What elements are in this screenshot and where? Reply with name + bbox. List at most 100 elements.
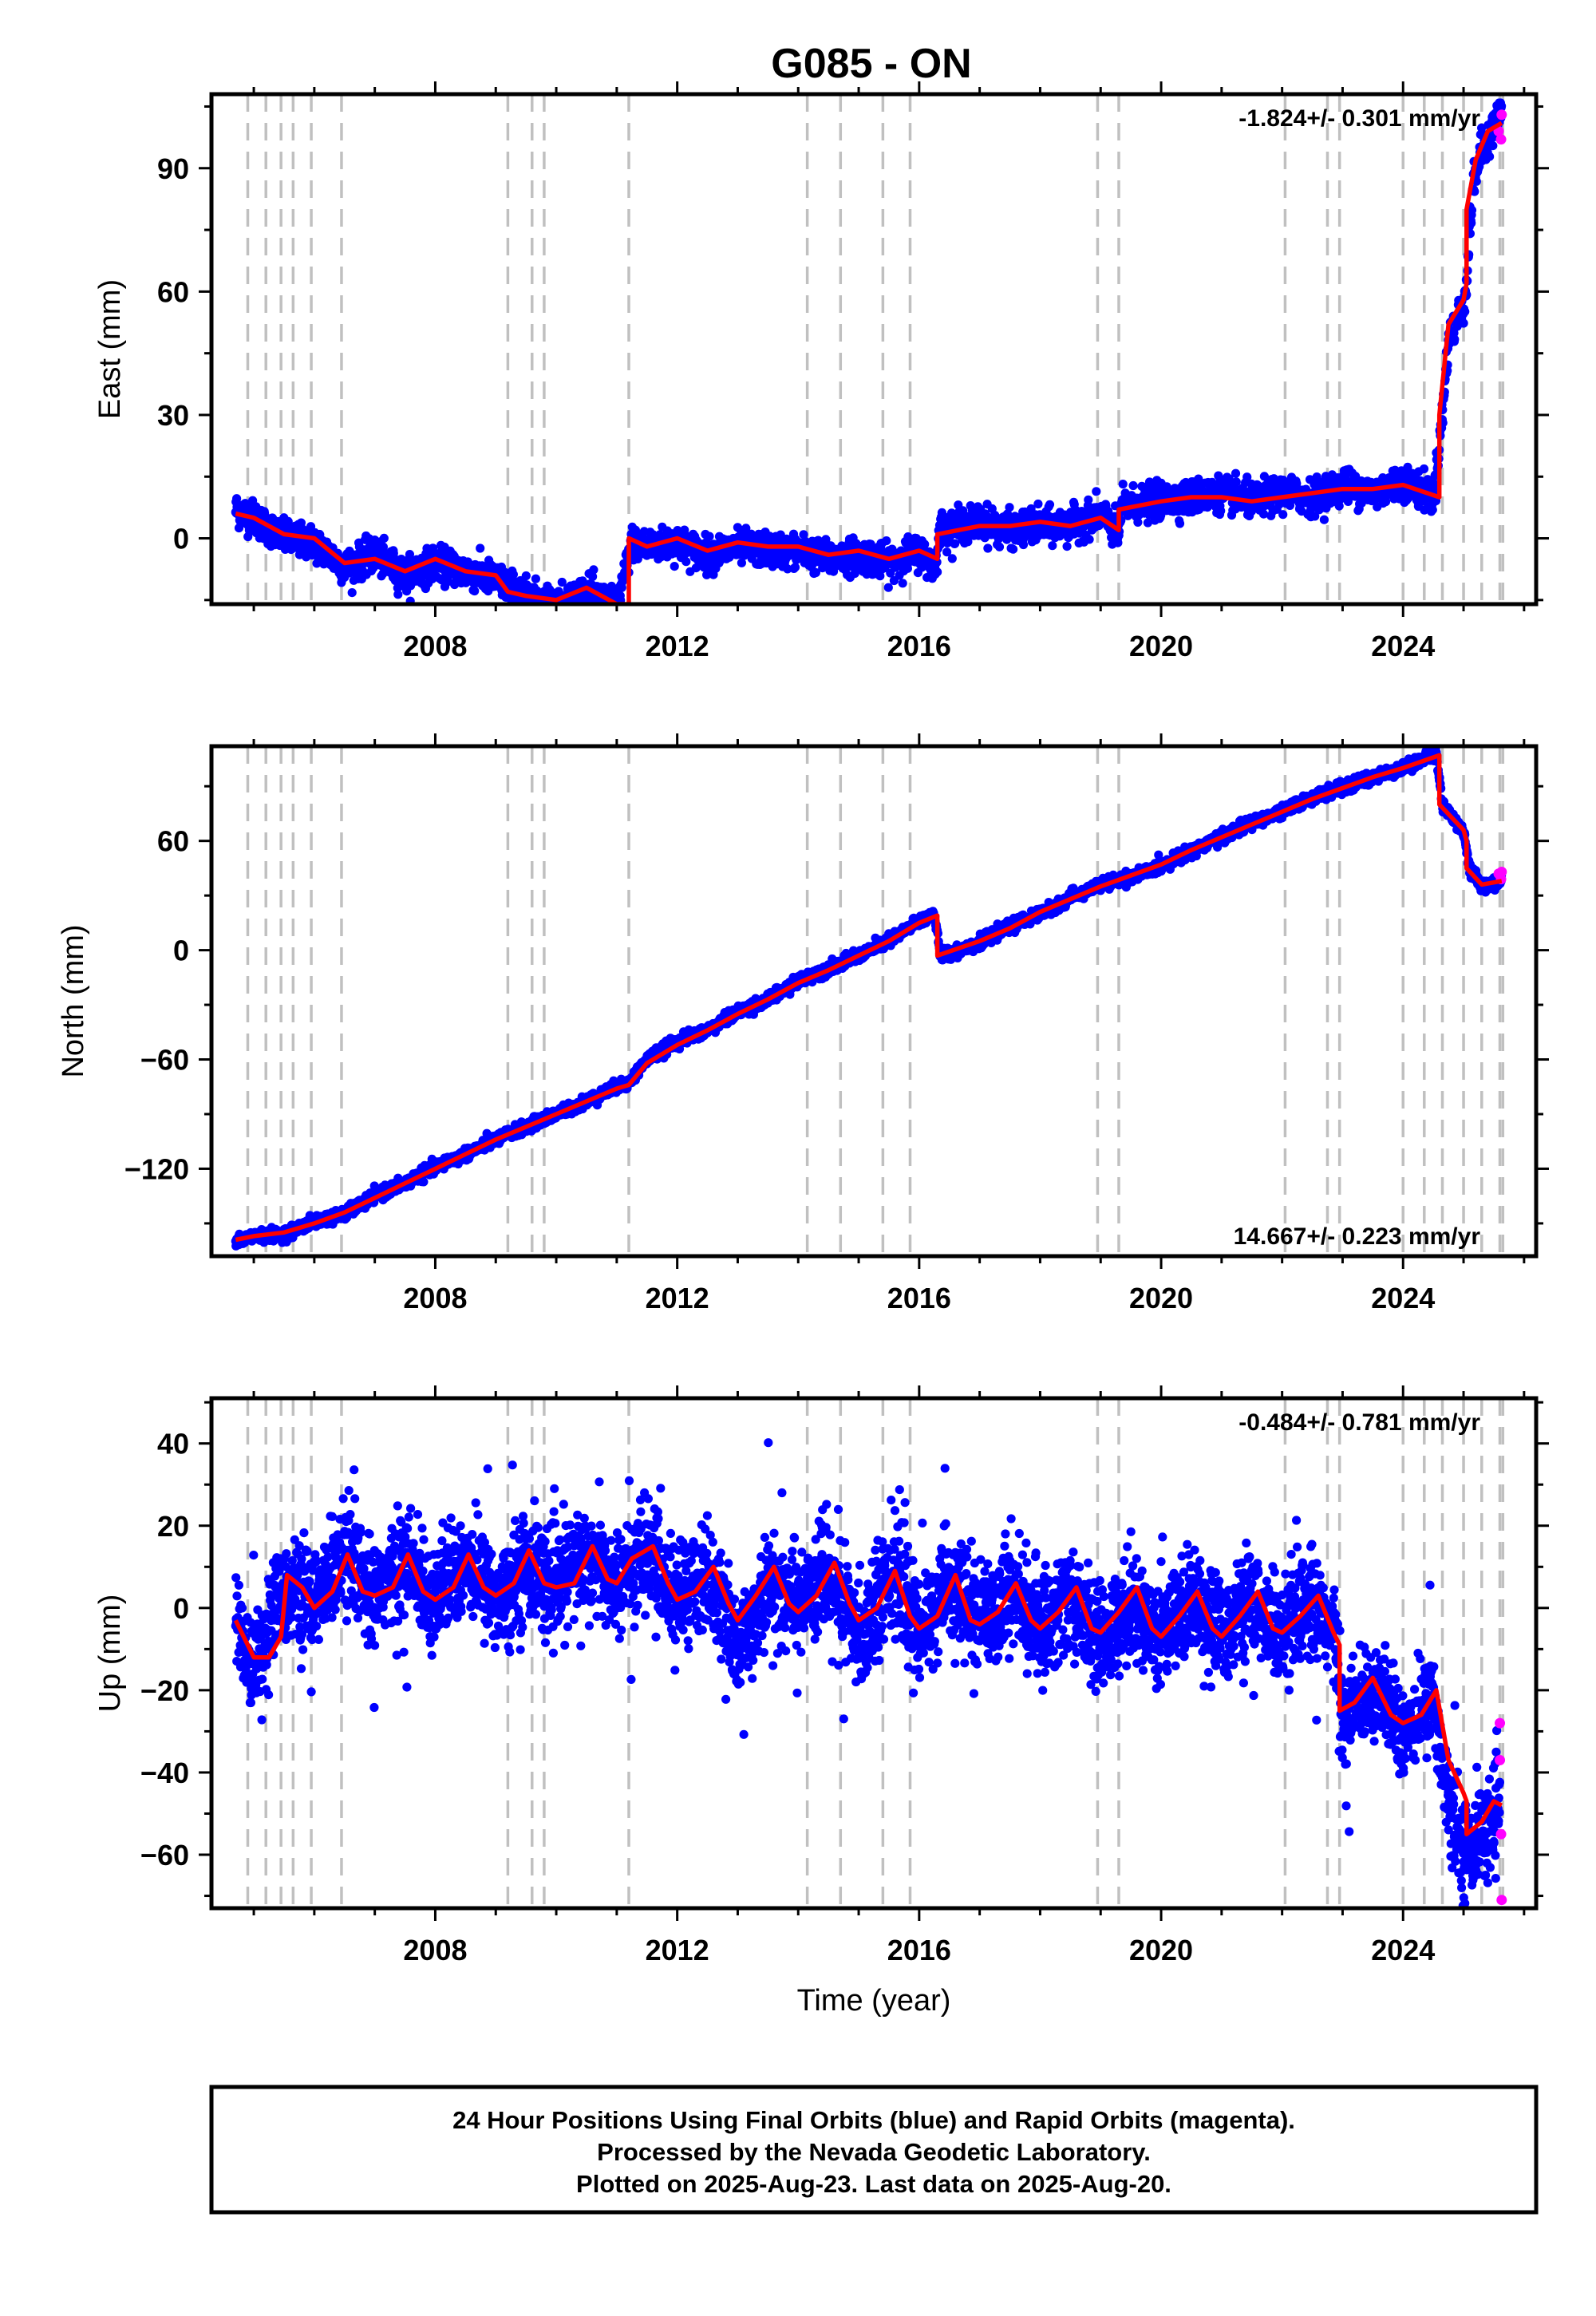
final-orbit-point [866,539,875,549]
east-y-axis-label: East (mm) [93,279,127,419]
y-tick-label: 0 [173,523,189,555]
east-plot-area [231,94,1507,629]
final-orbit-point [681,557,691,567]
final-orbit-point [531,574,541,583]
north-plot-area [231,746,1507,1256]
final-orbit-point [741,524,751,533]
final-orbit-point [1113,538,1123,547]
final-orbit-point [1045,500,1055,509]
final-orbit-point [947,554,957,563]
final-orbit-point [1143,518,1152,528]
final-orbit-point [583,607,591,615]
final-orbit-point [883,583,893,592]
final-orbit-point [605,619,614,627]
final-orbit-point [379,533,389,543]
final-orbit-point [1092,487,1101,496]
final-orbit-point [1062,542,1072,551]
east-rate-label: -1.824+/- 0.301 mm/yr [1238,105,1480,132]
figure-title: G085 - ON [771,41,971,87]
final-orbit-point [283,516,293,527]
final-orbit-point [1381,497,1391,507]
final-orbit-point [602,608,611,617]
final-orbit-point [994,542,1005,551]
final-orbit-point [556,614,565,622]
rapid-orbit-point [1496,109,1507,121]
final-orbit-point [1194,474,1203,484]
final-orbit-point [705,532,714,541]
final-orbit-point [1175,519,1185,528]
east-frame [209,92,1539,607]
x-tick-label: 2020 [1129,630,1193,662]
final-orbit-point [1258,509,1269,519]
final-orbit-point [1459,318,1468,328]
final-orbit-point [546,607,555,615]
final-orbit-point [942,547,952,557]
final-orbit-point [602,613,611,622]
final-orbit-point [600,611,609,620]
final-orbit-point [1242,472,1252,482]
final-orbit-point [526,611,535,620]
final-orbit-point [1005,503,1014,512]
final-orbit-point [920,539,930,549]
final-orbit-point [551,611,559,620]
final-orbit-point [1231,477,1241,487]
final-orbit-point [551,615,559,623]
final-orbit-point [539,607,548,616]
final-orbit-point [428,543,438,553]
final-orbit-point [1033,499,1043,509]
final-orbit-point [547,610,555,619]
final-orbit-point [933,567,942,577]
final-orbit-point [882,536,891,546]
y-tick-label: 30 [157,399,189,432]
final-orbit-point [1216,506,1226,516]
final-orbit-point [1128,480,1138,491]
final-orbit-point [542,609,551,618]
final-orbit-point [565,605,574,614]
final-orbit-point [601,606,610,615]
final-orbit-point [576,610,585,619]
final-orbit-point [1497,101,1507,111]
final-orbit-point [1485,152,1495,161]
final-orbit-point [539,610,547,619]
final-orbit-point [1009,544,1018,554]
final-orbit-point [799,530,808,539]
final-orbit-point [1162,482,1171,492]
final-orbit-point [232,494,242,504]
final-orbit-point [1467,205,1477,215]
final-orbit-point [566,611,575,620]
final-orbit-point [790,563,800,572]
final-orbit-point [983,543,993,553]
final-orbit-point [393,590,403,599]
final-orbit-point [545,610,554,619]
final-orbit-point [509,607,518,615]
final-orbit-point [534,608,543,617]
final-orbit-point [1278,510,1288,520]
final-orbit-point [1231,468,1241,478]
final-orbit-point [563,612,571,621]
final-orbit-point [1460,306,1470,316]
final-orbit-point [1084,535,1094,544]
final-orbit-point [1048,541,1057,551]
final-orbit-point [605,606,614,615]
final-orbit-point [1133,517,1143,528]
final-orbit-point [1428,505,1437,515]
final-orbit-point [540,620,549,629]
final-orbit-point [610,611,619,619]
final-orbit-point [527,611,535,620]
final-orbit-point [557,577,567,587]
final-orbit-point [737,558,747,567]
final-orbit-point [347,588,357,598]
final-orbit-point [568,605,577,614]
x-tick-label: 2024 [1371,630,1435,662]
final-orbit-point [1419,464,1429,474]
final-orbit-point [1310,512,1320,521]
final-orbit-point [543,610,552,619]
x-tick-label: 2012 [646,630,709,662]
final-orbit-point [1084,495,1093,504]
rapid-orbit-point [1495,134,1507,145]
final-orbit-point [963,537,973,547]
final-orbit-point [588,571,598,582]
final-orbit-point [600,607,609,615]
